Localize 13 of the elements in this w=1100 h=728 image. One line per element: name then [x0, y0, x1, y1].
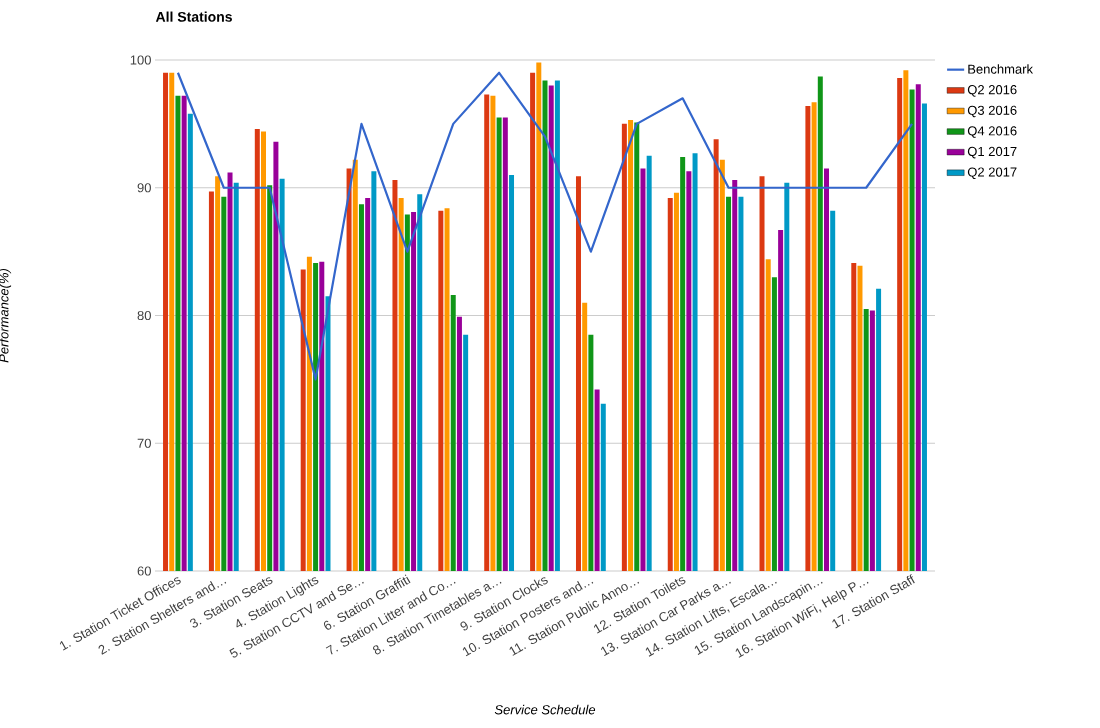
legend-label: Benchmark: [968, 64, 1034, 74]
legend-label: Q4 2016: [967, 126, 1017, 138]
legend-label: Q2 2017: [967, 167, 1017, 179]
y-tick-label: 70: [137, 438, 151, 448]
y-tick-label: 90: [137, 183, 151, 193]
x-axis-title: Service Schedule: [494, 704, 596, 715]
legend-label: Q2 2016: [967, 85, 1017, 97]
legend-label: Q3 2016: [967, 105, 1017, 118]
chart-title: All Stations: [155, 11, 232, 22]
y-tick-label: 100: [130, 55, 151, 65]
y-tick-label: 60: [137, 566, 151, 576]
y-tick-label: 80: [137, 310, 151, 321]
legend-label: Q1 2017: [967, 146, 1017, 159]
